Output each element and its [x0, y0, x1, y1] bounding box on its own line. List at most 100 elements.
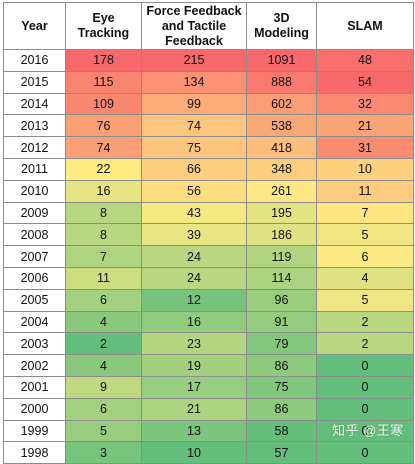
cell-force-feedback: 24 [141, 245, 247, 268]
cell-year: 2005 [3, 288, 66, 312]
cell-year: 2009 [3, 201, 66, 225]
table-row: 2015 115 134 888 54 [3, 70, 414, 94]
cell-force-feedback: 24 [141, 266, 247, 290]
cell-year: 2014 [3, 92, 66, 116]
cell-eye-tracking: 22 [65, 157, 142, 181]
cell-eye-tracking: 9 [65, 375, 142, 399]
cell-year: 2003 [3, 332, 66, 356]
cell-force-feedback: 66 [141, 157, 247, 181]
cell-eye-tracking: 76 [65, 114, 142, 138]
cell-slam: 6 [316, 245, 414, 268]
cell-slam: 0 [316, 354, 414, 377]
cell-eye-tracking: 6 [65, 397, 142, 421]
cell-slam: 54 [316, 70, 414, 94]
table-row: 2011 22 66 348 10 [3, 157, 414, 181]
cell-year: 2004 [3, 310, 66, 334]
cell-eye-tracking: 3 [65, 441, 142, 464]
cell-force-feedback: 16 [141, 310, 247, 334]
cell-slam: 2 [316, 332, 414, 356]
header-year: Year [3, 2, 66, 50]
cell-3d-modeling: 86 [246, 397, 317, 421]
cell-year: 1998 [3, 441, 66, 464]
cell-eye-tracking: 115 [65, 70, 142, 94]
cell-slam: 11 [316, 179, 414, 203]
cell-slam: 48 [316, 49, 414, 72]
cell-3d-modeling: 538 [246, 114, 317, 138]
cell-eye-tracking: 5 [65, 419, 142, 443]
cell-force-feedback: 134 [141, 70, 247, 94]
cell-year: 2002 [3, 354, 66, 377]
cell-eye-tracking: 109 [65, 92, 142, 116]
cell-slam: 21 [316, 114, 414, 138]
cell-eye-tracking: 4 [65, 310, 142, 334]
cell-force-feedback: 21 [141, 397, 247, 421]
cell-3d-modeling: 348 [246, 157, 317, 181]
table-row: 2000 6 21 86 0 [3, 397, 414, 421]
cell-slam: 5 [316, 288, 414, 312]
cell-eye-tracking: 4 [65, 354, 142, 377]
table-row: 2009 8 43 195 7 [3, 201, 414, 225]
cell-force-feedback: 12 [141, 288, 247, 312]
cell-slam: 32 [316, 92, 414, 116]
cell-3d-modeling: 186 [246, 223, 317, 247]
table-row: 2001 9 17 75 0 [3, 375, 414, 399]
cell-slam: 10 [316, 157, 414, 181]
cell-year: 2007 [3, 245, 66, 268]
header-eye-tracking: Eye Tracking [65, 2, 142, 50]
cell-force-feedback: 75 [141, 136, 247, 159]
table-body: 2016 178 215 1091 48 2015 115 134 888 54 2014 109 99… [3, 49, 414, 464]
cell-year: 2013 [3, 114, 66, 138]
cell-year: 2015 [3, 70, 66, 94]
table-row: 2008 8 39 186 5 [3, 223, 414, 247]
cell-force-feedback: 17 [141, 375, 247, 399]
cell-3d-modeling: 57 [246, 441, 317, 464]
header-3d-modeling: 3D Modeling [246, 2, 317, 50]
cell-3d-modeling: 96 [246, 288, 317, 312]
table-row: 2002 4 19 86 0 [3, 354, 414, 377]
cell-slam: 0 [316, 441, 414, 464]
cell-force-feedback: 74 [141, 114, 247, 138]
cell-year: 1999 [3, 419, 66, 443]
cell-year: 2000 [3, 397, 66, 421]
cell-slam: 0 [316, 397, 414, 421]
cell-slam: 5 [316, 223, 414, 247]
cell-force-feedback: 10 [141, 441, 247, 464]
cell-year: 2016 [3, 49, 66, 72]
cell-3d-modeling: 58 [246, 419, 317, 443]
cell-slam: 4 [316, 266, 414, 290]
cell-slam: 31 [316, 136, 414, 159]
header-slam: SLAM [316, 2, 414, 50]
cell-3d-modeling: 119 [246, 245, 317, 268]
cell-slam: 7 [316, 201, 414, 225]
cell-eye-tracking: 6 [65, 288, 142, 312]
cell-force-feedback: 56 [141, 179, 247, 203]
cell-force-feedback: 19 [141, 354, 247, 377]
header-force-feedback: Force Feedback and Tactile Feedback [141, 2, 247, 50]
cell-force-feedback: 43 [141, 201, 247, 225]
cell-year: 2012 [3, 136, 66, 159]
cell-eye-tracking: 16 [65, 179, 142, 203]
cell-eye-tracking: 7 [65, 245, 142, 268]
table-row: 2013 76 74 538 21 [3, 114, 414, 138]
cell-year: 2010 [3, 179, 66, 203]
cell-force-feedback: 99 [141, 92, 247, 116]
cell-eye-tracking: 178 [65, 49, 142, 72]
cell-3d-modeling: 86 [246, 354, 317, 377]
header-row: Year Eye Tracking Force Feedback and Tac… [3, 2, 414, 50]
table-row: 2016 178 215 1091 48 [3, 49, 414, 72]
cell-3d-modeling: 602 [246, 92, 317, 116]
cell-year: 2011 [3, 157, 66, 181]
cell-force-feedback: 13 [141, 419, 247, 443]
cell-3d-modeling: 418 [246, 136, 317, 159]
cell-slam: 0 [316, 375, 414, 399]
cell-year: 2001 [3, 375, 66, 399]
table-row: 2004 4 16 91 2 [3, 310, 414, 334]
cell-3d-modeling: 91 [246, 310, 317, 334]
table-row: 2003 2 23 79 2 [3, 332, 414, 356]
table-row: 2014 109 99 602 32 [3, 92, 414, 116]
cell-eye-tracking: 74 [65, 136, 142, 159]
cell-3d-modeling: 75 [246, 375, 317, 399]
cell-eye-tracking: 11 [65, 266, 142, 290]
table-row: 2006 11 24 114 4 [3, 266, 414, 290]
watermark: 知乎 @王寒 [332, 423, 404, 438]
